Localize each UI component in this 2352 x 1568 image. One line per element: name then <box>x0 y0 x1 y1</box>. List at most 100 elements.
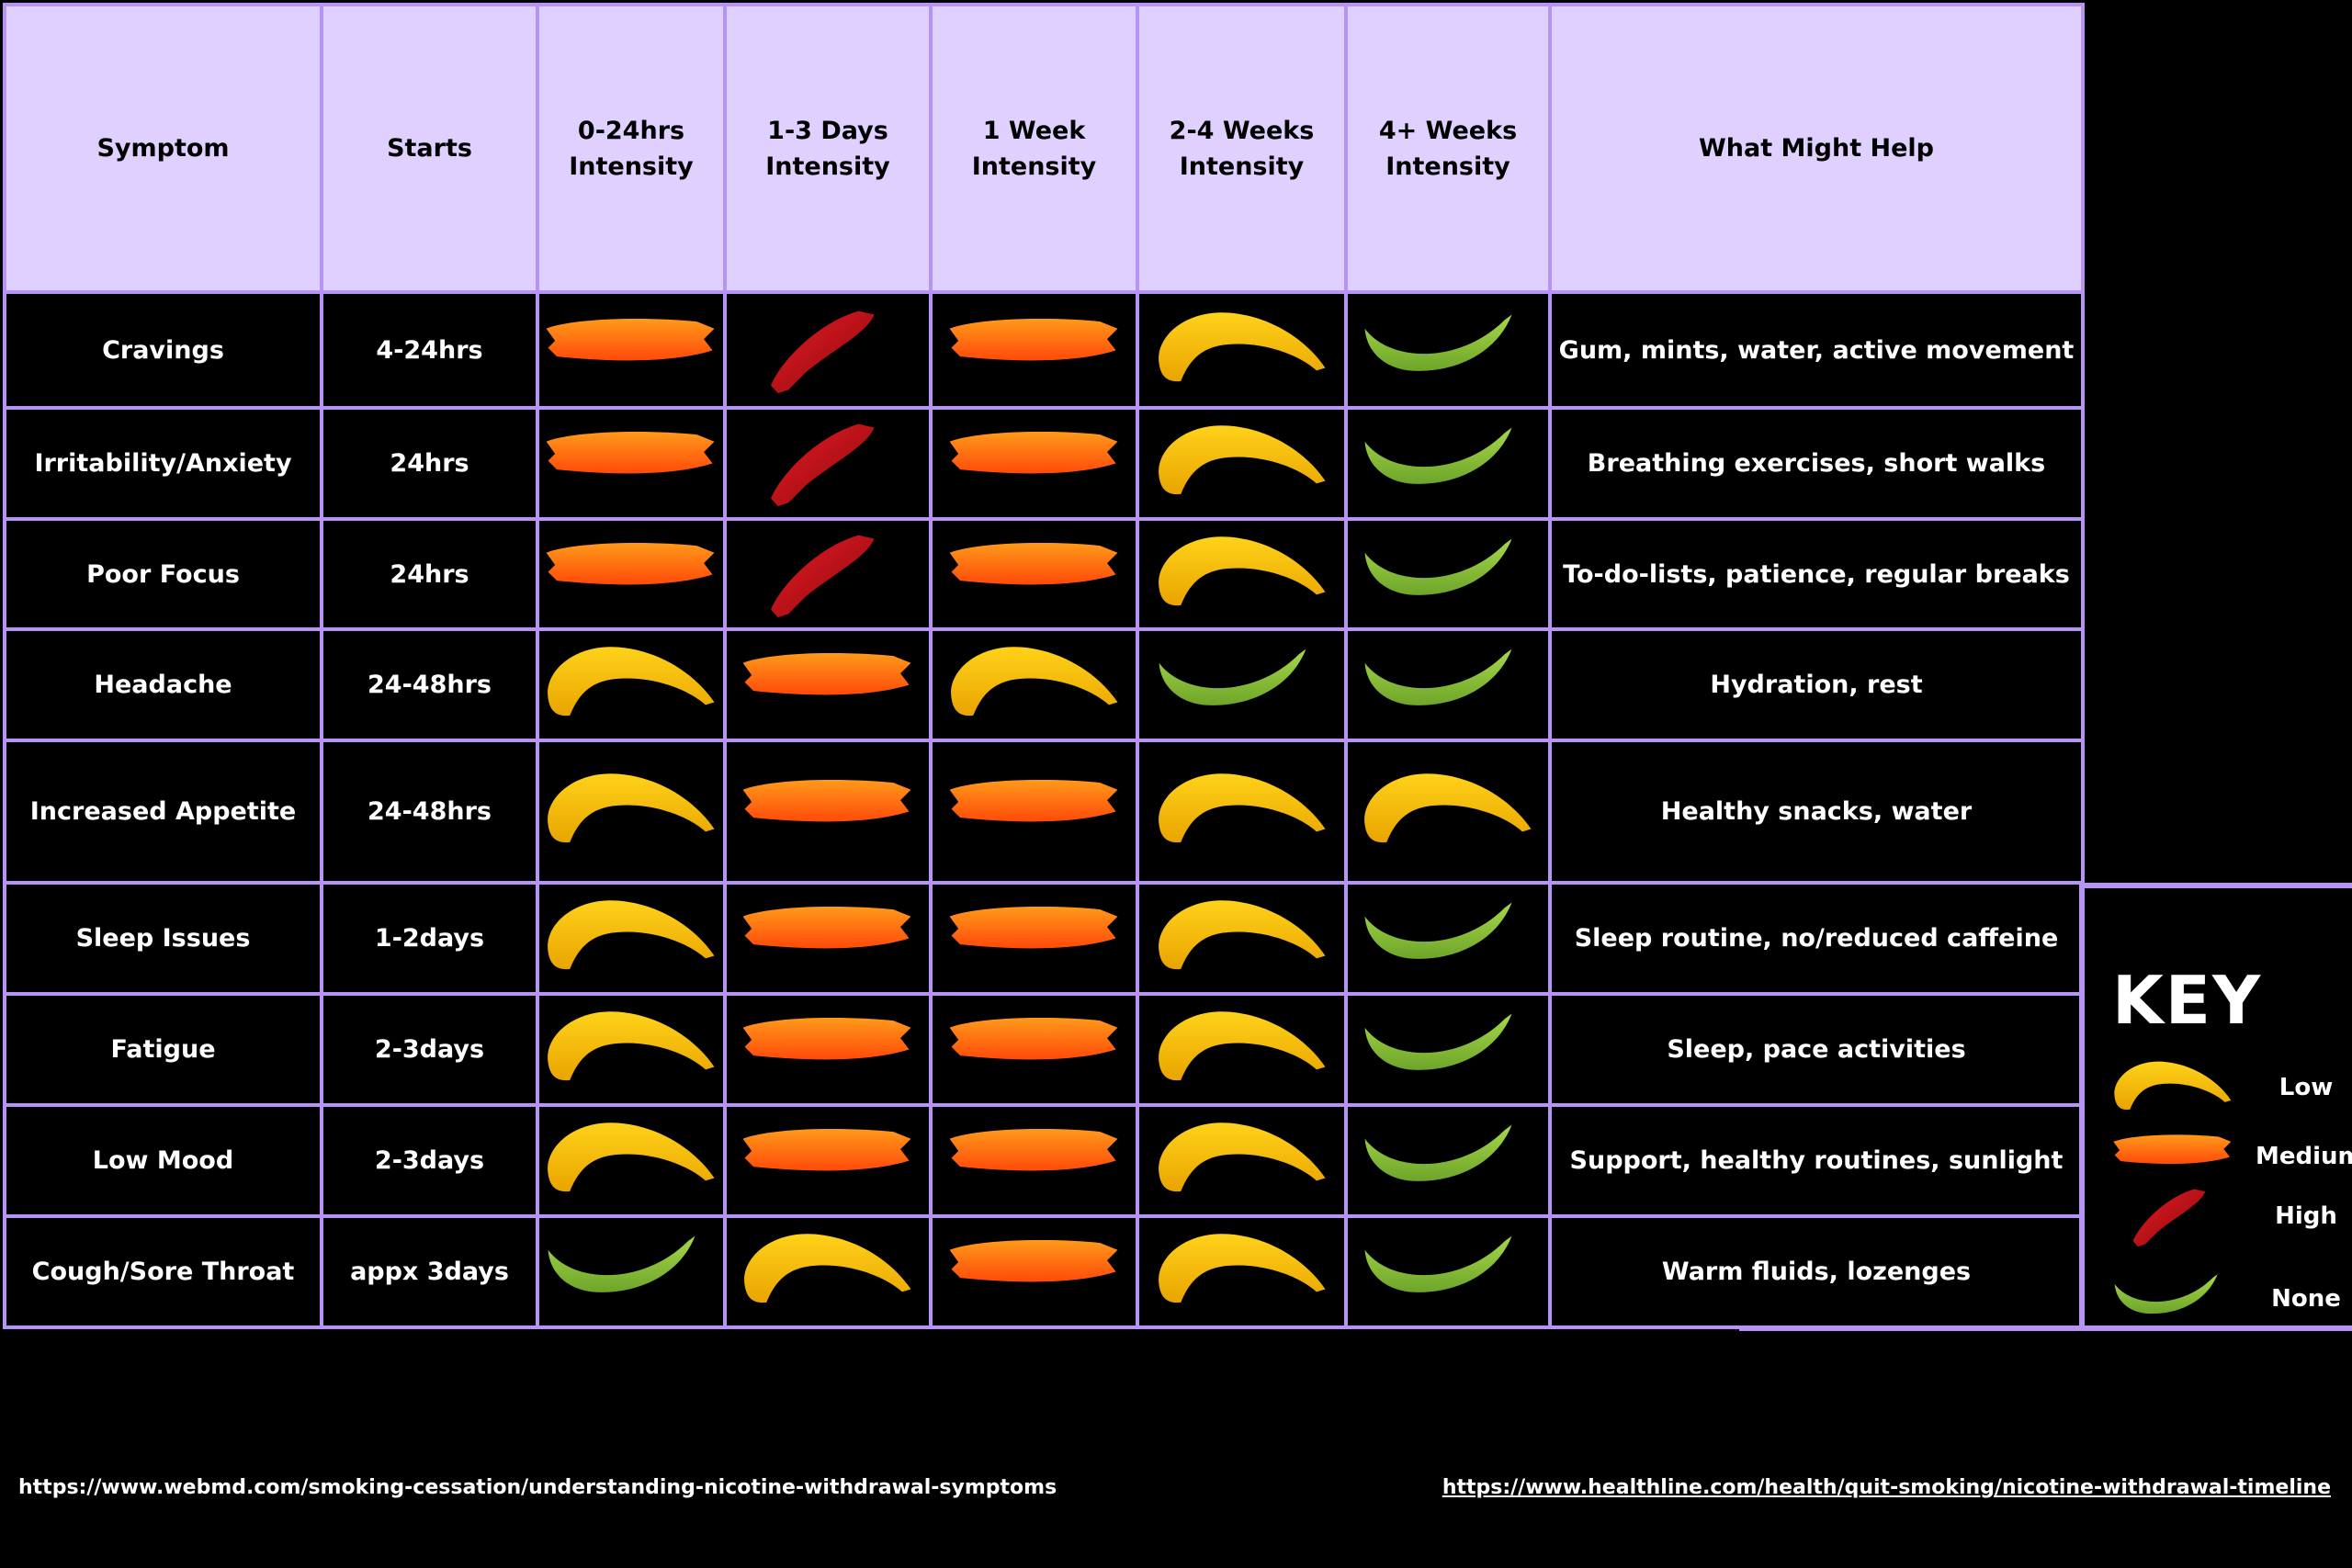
intensity-cell-medium <box>929 1214 1139 1329</box>
intensity-cell-medium <box>929 290 1139 410</box>
starts-cell: appx 3days <box>320 1214 539 1329</box>
none-brush-stroke <box>1364 1235 1512 1292</box>
medium-intensity-brush-icon <box>949 906 1117 949</box>
intensity-cell-medium <box>929 739 1139 885</box>
none-intensity-brush-icon <box>1159 649 1306 705</box>
column-header: What Might Help <box>1548 3 2085 294</box>
medium-brush-stroke <box>742 1017 911 1060</box>
intensity-cell-medium <box>536 290 727 410</box>
intensity-cell-none <box>536 1214 727 1329</box>
intensity-cell-medium <box>929 1103 1139 1218</box>
medium-brush-stroke <box>546 542 715 584</box>
none-intensity-brush-icon <box>1364 1235 1512 1292</box>
intensity-cell-low <box>1136 992 1348 1107</box>
medium-brush-stroke <box>742 1128 911 1171</box>
low-brush-stroke <box>548 773 715 843</box>
low-brush-stroke <box>2114 1061 2232 1111</box>
source-link-webmd[interactable]: https://www.webmd.com/smoking-cessation/… <box>18 1476 1057 1499</box>
symptom-cell: Cravings <box>3 290 323 410</box>
key-label: None <box>2271 1285 2341 1313</box>
column-header: 1-3 Days Intensity <box>723 3 933 294</box>
medium-brush-stroke <box>949 431 1117 474</box>
help-cell: Support, healthy routines, sunlight <box>1548 1103 2085 1218</box>
medium-intensity-brush-icon <box>949 431 1117 474</box>
high-intensity-brush-icon <box>2132 1189 2206 1247</box>
intensity-cell-low <box>1136 881 1348 996</box>
table-row: Irritability/Anxiety 24hrs Breathing exerc… <box>3 406 2085 521</box>
intensity-cell-low <box>723 1214 933 1329</box>
intensity-cell-low <box>1136 517 1348 631</box>
medium-brush-stroke <box>949 542 1117 584</box>
low-intensity-brush-icon <box>1158 773 1325 843</box>
medium-brush-stroke <box>949 318 1117 360</box>
intensity-cell-high <box>723 290 933 410</box>
low-brush-stroke <box>548 1122 715 1192</box>
header-row: Symptom Starts 0-24hrs Intensity 1-3 Days I… <box>3 3 2085 294</box>
medium-intensity-brush-icon <box>546 542 715 584</box>
low-brush-stroke <box>1158 1011 1325 1081</box>
low-intensity-brush-icon <box>548 900 715 970</box>
starts-cell: 1-2days <box>320 881 539 996</box>
help-cell: Breathing exercises, short walks <box>1548 406 2085 521</box>
intensity-cell-low <box>1136 1103 1348 1218</box>
low-brush-stroke <box>548 647 715 716</box>
help-cell: To-do-lists, patience, regular breaks <box>1548 517 2085 631</box>
intensity-cell-high <box>723 406 933 521</box>
medium-intensity-brush-icon <box>949 1017 1117 1060</box>
low-brush-stroke <box>1158 311 1325 381</box>
starts-cell: 24-48hrs <box>320 739 539 885</box>
table-row: Sleep Issues 1-2days Sleep routine, no/red… <box>3 881 2085 996</box>
medium-intensity-brush-icon <box>742 1128 911 1171</box>
symptom-cell: Cough/Sore Throat <box>3 1214 323 1329</box>
low-intensity-brush-icon <box>1158 425 1325 495</box>
high-intensity-brush-icon <box>771 535 875 617</box>
intensity-cell-low <box>536 992 727 1107</box>
intensity-cell-low <box>1136 290 1348 410</box>
table-row: Headache 24-48hrs Hydration, rest <box>3 627 2085 742</box>
intensity-cell-none <box>1344 517 1552 631</box>
intensity-cell-medium <box>929 881 1139 996</box>
help-cell: Warm fluids, lozenges <box>1548 1214 2085 1329</box>
medium-brush-stroke <box>742 779 911 822</box>
low-intensity-brush-icon <box>1158 1122 1325 1192</box>
medium-intensity-brush-icon <box>742 1017 911 1060</box>
low-brush-stroke <box>548 1011 715 1081</box>
medium-intensity-brush-icon <box>949 779 1117 822</box>
low-intensity-brush-icon <box>1158 1234 1325 1303</box>
none-intensity-brush-icon <box>1364 1013 1512 1070</box>
starts-cell: 24-48hrs <box>320 627 539 742</box>
table-row: Low Mood 2-3days Support, healthy routines… <box>3 1103 2085 1218</box>
low-brush-stroke <box>1158 773 1325 843</box>
none-intensity-brush-icon <box>2114 1274 2218 1314</box>
medium-brush-stroke <box>2113 1134 2232 1165</box>
none-intensity-brush-icon <box>1364 902 1512 959</box>
none-brush-stroke <box>1364 1124 1512 1181</box>
medium-intensity-brush-icon <box>742 652 911 695</box>
intensity-cell-medium <box>929 406 1139 521</box>
starts-cell: 2-3days <box>320 1103 539 1218</box>
intensity-cell-none <box>1136 627 1348 742</box>
none-intensity-brush-icon <box>1364 537 1512 595</box>
table-row: Increased Appetite 24-48hrs Healthy snacks… <box>3 739 2085 885</box>
none-brush-stroke <box>1364 313 1512 371</box>
key-item-none: None <box>2109 1265 2347 1338</box>
none-brush-stroke <box>1364 427 1512 484</box>
source-link-healthline[interactable]: https://www.healthline.com/health/quit-s… <box>1442 1476 2331 1499</box>
symptom-cell: Increased Appetite <box>3 739 323 885</box>
intensity-cell-low <box>929 627 1139 742</box>
low-brush-stroke <box>950 647 1117 716</box>
high-brush-stroke <box>771 535 875 617</box>
medium-brush-stroke <box>546 431 715 474</box>
intensity-cell-high <box>723 517 933 631</box>
column-header: 0-24hrs Intensity <box>536 3 727 294</box>
low-brush-stroke <box>1158 1122 1325 1192</box>
none-brush-stroke <box>1364 537 1512 595</box>
low-brush-stroke <box>744 1234 911 1303</box>
intensity-cell-low <box>1344 739 1552 885</box>
key-label: High <box>2275 1202 2337 1230</box>
help-cell: Sleep routine, no/reduced caffeine <box>1548 881 2085 996</box>
table-row: Poor Focus 24hrs To-do-lists, patience, re… <box>3 517 2085 631</box>
divider <box>1739 1327 2352 1331</box>
medium-brush-stroke <box>742 652 911 695</box>
medium-intensity-brush-icon <box>2113 1134 2232 1165</box>
